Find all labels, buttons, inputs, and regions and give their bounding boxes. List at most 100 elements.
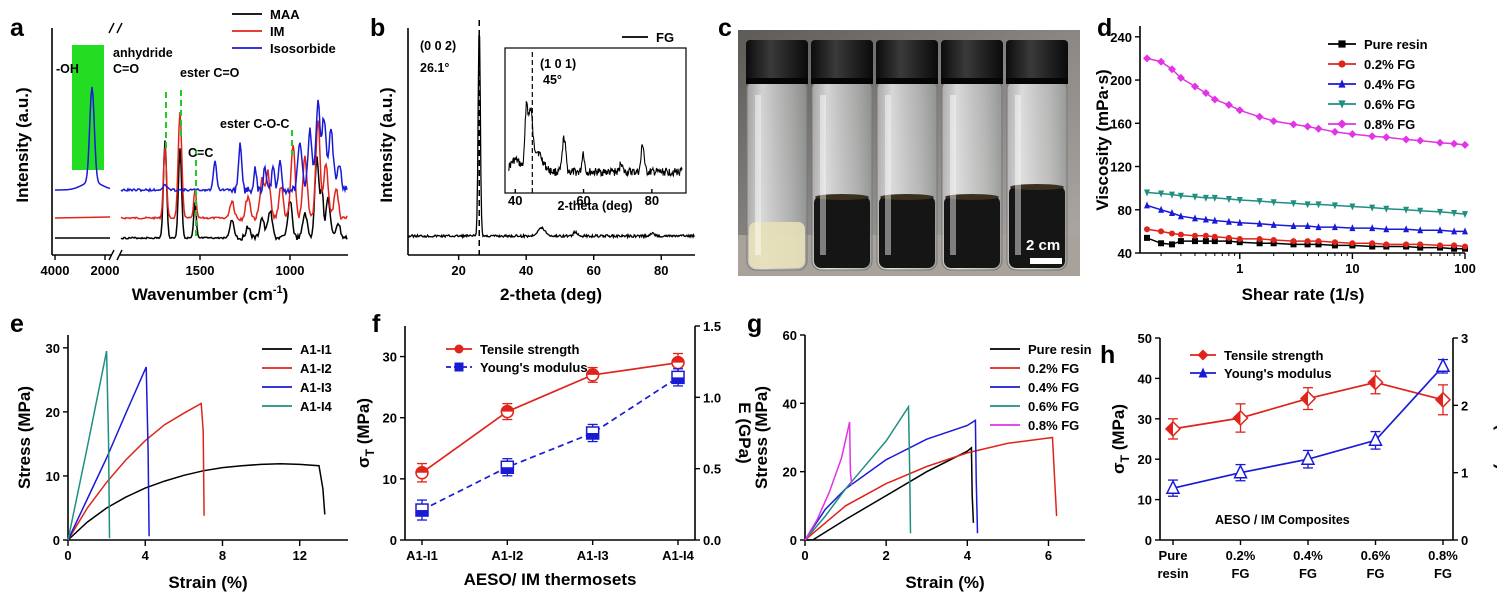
y-tick-label: 200 bbox=[1110, 73, 1132, 88]
y-left-tick-label: 0 bbox=[390, 533, 397, 548]
y-axis-title: Viscosity (mPa·s) bbox=[1093, 69, 1112, 210]
y-right-tick-label: 1 bbox=[1461, 466, 1468, 481]
stress-strain-curve-3 bbox=[804, 404, 912, 541]
y-tick-label: 0 bbox=[790, 533, 797, 548]
legend-marker-1 bbox=[1198, 367, 1208, 378]
data-point bbox=[1348, 130, 1357, 139]
data-point bbox=[1461, 140, 1469, 149]
x-tick-label: 4000 bbox=[41, 263, 70, 278]
vial-liquid-fg bbox=[944, 196, 1000, 268]
data-point bbox=[1143, 54, 1151, 63]
data-point bbox=[1201, 89, 1210, 97]
legend-marker-0 bbox=[454, 344, 464, 354]
legend-label-1: IM bbox=[270, 24, 284, 39]
x-axis-title: Wavenumber (cm-1) bbox=[132, 284, 289, 304]
y-tick-label: 160 bbox=[1110, 116, 1132, 131]
data-point bbox=[1290, 200, 1297, 208]
x-tick-label: 1500 bbox=[186, 263, 215, 278]
data-point-fill bbox=[586, 433, 599, 439]
data-point bbox=[1177, 231, 1184, 238]
x-tick-label: 20 bbox=[451, 263, 465, 278]
panel-letter-h: h bbox=[1100, 341, 1115, 369]
legend-label-1: 0.2% FG bbox=[1028, 361, 1079, 376]
data-point bbox=[1331, 202, 1338, 210]
data-point bbox=[1349, 203, 1356, 211]
data-point-fill bbox=[501, 467, 514, 474]
data-point bbox=[1158, 205, 1165, 213]
chart-annotation: AESO / IM Composites bbox=[1215, 513, 1350, 527]
data-point-fill bbox=[672, 377, 684, 384]
data-point bbox=[1168, 230, 1175, 237]
data-point bbox=[1330, 127, 1339, 136]
panel-letter-a: a bbox=[10, 14, 25, 42]
panel-letter-b: b bbox=[370, 14, 385, 42]
y-axis-title: Intensity (a.u.) bbox=[377, 87, 396, 202]
data-point bbox=[1225, 234, 1232, 241]
y-tick-label: 120 bbox=[1110, 160, 1132, 175]
panel-d: d 1 10 100 40 80 120 160 200 240 Shear rate (1/s) V… bbox=[1093, 14, 1476, 304]
legend-label-4: 0.8% FG bbox=[1028, 418, 1079, 433]
data-point bbox=[1224, 100, 1233, 109]
data-point bbox=[1168, 241, 1175, 248]
data-point bbox=[1369, 240, 1376, 247]
data-point bbox=[1304, 222, 1311, 229]
y-left-tick-label: 20 bbox=[1138, 452, 1152, 467]
vial-cap-rim bbox=[811, 78, 873, 84]
data-point bbox=[1437, 242, 1444, 249]
inset-pattern bbox=[508, 100, 683, 178]
vial-cap-rim bbox=[746, 78, 808, 84]
x-axis-title: AESO/ IM thermosets bbox=[464, 570, 637, 589]
y-right-tick-label: 2 bbox=[1461, 398, 1468, 413]
data-point bbox=[1143, 234, 1150, 241]
axis-break-mark bbox=[116, 22, 123, 34]
x-tick-label: 0.6% bbox=[1361, 548, 1391, 563]
scale-bar-label: 2 cm bbox=[1026, 237, 1060, 254]
x-tick-label: 60 bbox=[586, 263, 600, 278]
data-point-fill bbox=[1166, 421, 1173, 436]
annotation-ester-coc: ester C-O-C bbox=[220, 117, 289, 131]
legend-marker-4 bbox=[1337, 119, 1347, 129]
data-point bbox=[1451, 210, 1458, 217]
panel-a: a 4000 2000 1500 1000 Wavenumber (cm-1) Intens… bbox=[10, 7, 348, 304]
x-axis-title: 2-theta (deg) bbox=[500, 285, 602, 304]
legend-marker-0 bbox=[1197, 349, 1209, 361]
data-point-fill bbox=[416, 510, 428, 517]
panel-letter-e: e bbox=[10, 310, 24, 338]
y-right-tick-label: 3 bbox=[1461, 331, 1468, 346]
inset-x-axis-title: 2-theta (deg) bbox=[558, 199, 633, 213]
data-point bbox=[1331, 223, 1338, 231]
data-point-fill bbox=[1301, 391, 1308, 406]
y-tick-label: 40 bbox=[1118, 246, 1132, 261]
data-point bbox=[1176, 73, 1185, 82]
data-point bbox=[1169, 191, 1175, 199]
x-tick-label: 1 bbox=[1236, 261, 1243, 276]
legend-label-0: Tensile strength bbox=[1224, 348, 1324, 363]
stress-strain-curve-1 bbox=[67, 402, 205, 541]
annotation-ester-co: ester C=O bbox=[180, 66, 240, 80]
inset-x-tick-label: 40 bbox=[508, 193, 522, 208]
x-axis-title: Strain (%) bbox=[168, 573, 247, 592]
spectrum-maa bbox=[120, 140, 348, 242]
y-left-tick-label: 50 bbox=[1138, 331, 1152, 346]
x-axis-title: Shear rate (1/s) bbox=[1242, 285, 1365, 304]
stress-strain-curve-0 bbox=[67, 463, 326, 541]
data-point bbox=[1157, 57, 1166, 66]
x-tick-label: resin bbox=[1157, 566, 1188, 581]
data-point bbox=[1211, 233, 1218, 240]
x-tick-label: 0 bbox=[64, 548, 71, 563]
xrd-pattern-fg bbox=[407, 35, 695, 240]
spectrum-isosorbide bbox=[120, 99, 348, 196]
x-tick-label: 80 bbox=[654, 263, 668, 278]
y-right-tick-label: 1.5 bbox=[703, 319, 721, 334]
axis-break-mark bbox=[108, 249, 115, 261]
y-right-tick-label: 1.0 bbox=[703, 390, 721, 405]
y-left-tick-label: 0 bbox=[1145, 533, 1152, 548]
data-point-fill bbox=[501, 405, 514, 412]
y-left-axis-title: σT (MPa) bbox=[1109, 404, 1132, 474]
data-point bbox=[1202, 238, 1209, 245]
data-point bbox=[1143, 226, 1150, 233]
data-point bbox=[1304, 238, 1311, 245]
data-point bbox=[1225, 238, 1232, 245]
